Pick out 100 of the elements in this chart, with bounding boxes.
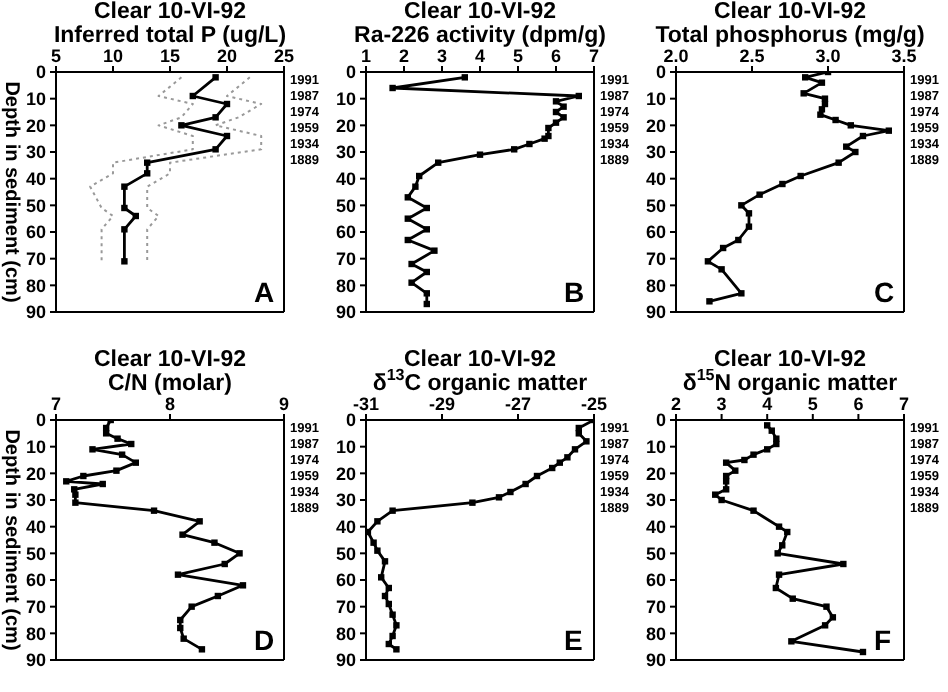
y-tick-label: 70 (25, 249, 46, 270)
y-tick-label: 90 (25, 302, 46, 323)
y-tick-label: 0 (345, 62, 356, 83)
y-tick-label: 50 (335, 195, 356, 216)
y-tick-label: 80 (645, 275, 666, 296)
y-tick-label: 30 (335, 490, 356, 511)
x-tick-label: 3.5 (891, 46, 917, 66)
annotation: A (254, 276, 275, 308)
y-tick-label: 30 (645, 490, 666, 511)
y-tick-label: 50 (645, 195, 666, 216)
chart-title: Clear 10-VI-92 (401, 0, 559, 24)
x-tick-label: -25 (580, 394, 608, 414)
x-tick-label: 4 (474, 46, 486, 66)
y-tick-label: 90 (335, 650, 356, 671)
y-tick-label: 90 (25, 650, 46, 671)
y-tick-label: 60 (645, 570, 666, 591)
x-tick-label: 10 (102, 46, 124, 66)
x-tick-label: 3 (436, 46, 448, 66)
annotation: B (564, 276, 585, 308)
y-tick-label: 60 (645, 222, 666, 243)
x-tick-label: 2 (670, 394, 682, 414)
y-tick-label: 70 (645, 597, 666, 618)
y-tick-label: 90 (645, 650, 666, 671)
x-tick-label: 2.0 (663, 46, 689, 66)
x-tick-label: -27 (504, 394, 532, 414)
y-tick-label: 10 (645, 437, 666, 458)
y-tick-label: 30 (25, 142, 46, 163)
x-tick-label: 7 (898, 394, 910, 414)
x-tick-label: 20 (216, 46, 238, 66)
y-tick-label: 10 (25, 437, 46, 458)
y-tick-label: 70 (25, 597, 46, 618)
y-axis-title: Depth in sediment (cm) (0, 81, 22, 303)
x-tick-label: 7 (50, 394, 62, 414)
y-tick-label: 0 (345, 410, 356, 431)
chart-title: Clear 10-VI-92 (713, 348, 869, 372)
y-tick-label: 80 (335, 623, 356, 644)
y-tick-label: 90 (645, 302, 666, 323)
x-tick-label: 5 (512, 46, 524, 66)
chart-subtitle: Ra-226 activity (dpm/g) (352, 24, 608, 48)
x-tick-label: 25 (273, 46, 295, 66)
y-tick-label: 70 (335, 249, 356, 270)
y-tick-label: 80 (335, 275, 356, 296)
y-tick-label: 50 (645, 543, 666, 564)
y-tick-label: 70 (645, 249, 666, 270)
y-tick-label: 10 (645, 89, 666, 110)
chart-subtitle: C/N (molar) (106, 372, 234, 396)
chart-subtitle: δ$^{15}$N organic matter (680, 366, 900, 396)
x-tick-label: 1 (360, 46, 372, 66)
y-tick-label: 60 (335, 570, 356, 591)
x-tick-label: 6 (550, 46, 562, 66)
y-tick-label: 70 (335, 597, 356, 618)
x-tick-label: -31 (352, 394, 380, 414)
y-tick-label: 0 (655, 62, 666, 83)
y-tick-label: 40 (25, 169, 46, 190)
x-tick-label: 4 (762, 394, 773, 414)
y-tick-label: 10 (335, 89, 356, 110)
y-tick-label: 40 (645, 517, 666, 538)
x-tick-label: 15 (159, 46, 181, 66)
y-tick-label: 20 (25, 463, 46, 484)
y-axis-title: Depth in sediment (cm) (0, 429, 22, 651)
chart-subtitle: Inferred total P (ug/L) (51, 24, 289, 48)
y-tick-label: 0 (35, 62, 46, 83)
x-tick-label: 5 (50, 46, 62, 66)
y-tick-label: 20 (335, 115, 356, 136)
annotation: F (874, 624, 892, 656)
y-tick-label: 20 (25, 115, 46, 136)
y-tick-label: 40 (335, 517, 356, 538)
y-tick-label: 50 (25, 543, 46, 564)
chart-title: Clear 10-VI-92 (711, 0, 869, 24)
y-tick-label: 30 (645, 142, 666, 163)
annotation: D (254, 624, 275, 656)
x-tick-label: 3.0 (815, 46, 841, 66)
x-tick-label: 2 (398, 46, 410, 66)
y-tick-label: 0 (655, 410, 666, 431)
y-tick-label: 20 (645, 115, 666, 136)
y-tick-label: 80 (25, 623, 46, 644)
chart-subtitle: Total phosphorus (mg/g) (653, 24, 927, 48)
x-tick-label: 6 (853, 394, 864, 414)
y-tick-label: 20 (645, 463, 666, 484)
x-tick-label: -29 (428, 394, 456, 414)
x-tick-label: 3 (716, 394, 727, 414)
y-tick-label: 90 (335, 302, 356, 323)
y-tick-label: 50 (335, 543, 356, 564)
y-tick-label: 40 (335, 169, 356, 190)
y-tick-label: 50 (25, 195, 46, 216)
y-tick-label: 60 (25, 222, 46, 243)
y-tick-label: 0 (35, 410, 46, 431)
x-tick-label: 8 (164, 394, 176, 414)
chart-title: Clear 10-VI-92 (91, 348, 249, 372)
x-tick-label: 5 (807, 394, 818, 414)
y-tick-label: 40 (645, 169, 666, 190)
y-tick-label: 60 (335, 222, 356, 243)
y-tick-label: 10 (25, 89, 46, 110)
y-tick-label: 60 (25, 570, 46, 591)
y-tick-label: 30 (335, 142, 356, 163)
y-tick-label: 80 (645, 623, 666, 644)
y-tick-label: 40 (25, 517, 46, 538)
y-tick-label: 20 (335, 463, 356, 484)
y-tick-label: 10 (335, 437, 356, 458)
chart-title: Clear 10-VI-92 (403, 348, 559, 372)
